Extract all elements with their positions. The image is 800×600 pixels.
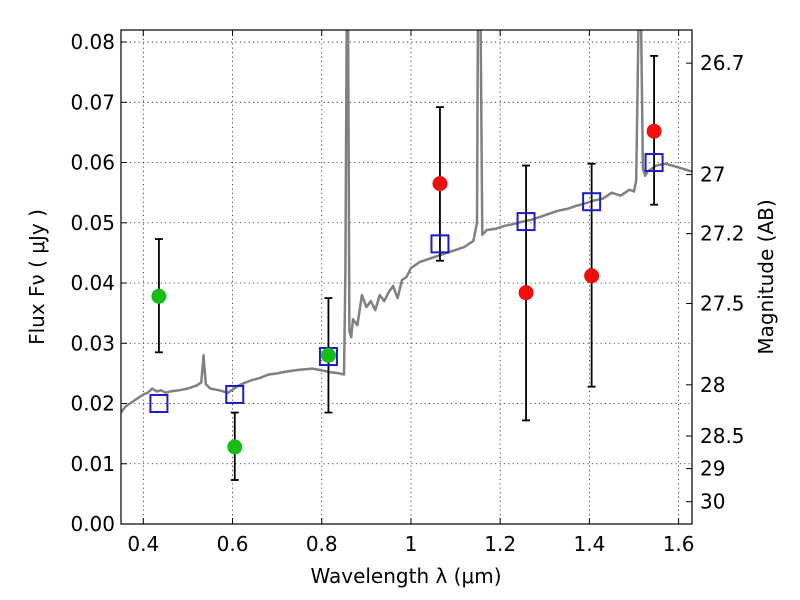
model-box bbox=[516, 212, 536, 232]
green-point bbox=[227, 439, 243, 455]
y-axis-label: Flux Fν ( μJy ) bbox=[25, 209, 49, 345]
x-tick-label: 1.6 bbox=[663, 532, 695, 556]
y-axis-ticks: 0.00 0.01 0.02 0.03 0.04 0.05 0.06 0.07 0.08 bbox=[70, 30, 127, 536]
right-tick-label: 26.7 bbox=[700, 51, 745, 75]
y-tick-label: 0.04 bbox=[70, 271, 115, 295]
x-tick-label: 1.4 bbox=[573, 532, 605, 556]
plot-frame bbox=[120, 29, 693, 525]
green-point bbox=[320, 347, 336, 363]
y-tick-label: 0.05 bbox=[70, 211, 115, 235]
template-spectrum bbox=[121, 30, 692, 414]
right-tick-label: 27 bbox=[700, 163, 725, 187]
green-point bbox=[151, 288, 167, 304]
right-tick-label: 29 bbox=[700, 457, 725, 481]
y-tick-label: 0.08 bbox=[70, 30, 115, 54]
model-box bbox=[644, 153, 664, 173]
error-bars bbox=[154, 55, 659, 481]
data-points bbox=[151, 123, 662, 455]
y-tick-label: 0.00 bbox=[70, 512, 115, 536]
model-box bbox=[430, 234, 450, 254]
right-axis-label: Magnitude (AB) bbox=[754, 199, 778, 354]
red-point bbox=[646, 123, 662, 139]
red-point bbox=[432, 176, 448, 192]
y-tick-label: 0.06 bbox=[70, 151, 115, 175]
y-tick-label: 0.07 bbox=[70, 90, 115, 114]
right-tick-label: 28.5 bbox=[700, 424, 745, 448]
x-tick-label: 0.4 bbox=[127, 532, 159, 556]
right-tick-label: 27.2 bbox=[700, 222, 745, 246]
x-axis-label: Wavelength λ (μm) bbox=[310, 564, 501, 588]
model-box bbox=[149, 394, 169, 414]
right-tick-label: 27.5 bbox=[700, 292, 745, 316]
x-tick-label: 1 bbox=[405, 532, 418, 556]
x-tick-label: 1.2 bbox=[484, 532, 516, 556]
y-tick-label: 0.01 bbox=[70, 452, 115, 476]
red-point bbox=[518, 285, 534, 301]
x-tick-label: 0.6 bbox=[217, 532, 249, 556]
template-spectrum-line bbox=[121, 30, 692, 414]
y-tick-label: 0.03 bbox=[70, 331, 115, 355]
model-box bbox=[225, 384, 245, 404]
right-axis-ticks: 26.7 27 27.2 27.5 28 28.5 29 30 bbox=[686, 51, 745, 514]
right-tick-label: 28 bbox=[700, 373, 725, 397]
x-tick-label: 0.8 bbox=[306, 532, 338, 556]
red-point bbox=[584, 268, 600, 284]
right-tick-label: 30 bbox=[700, 490, 725, 514]
model-box bbox=[582, 192, 602, 212]
y-tick-label: 0.02 bbox=[70, 392, 115, 416]
x-axis-ticks: 0.4 0.6 0.8 1 1.2 1.4 1.6 bbox=[127, 30, 695, 556]
